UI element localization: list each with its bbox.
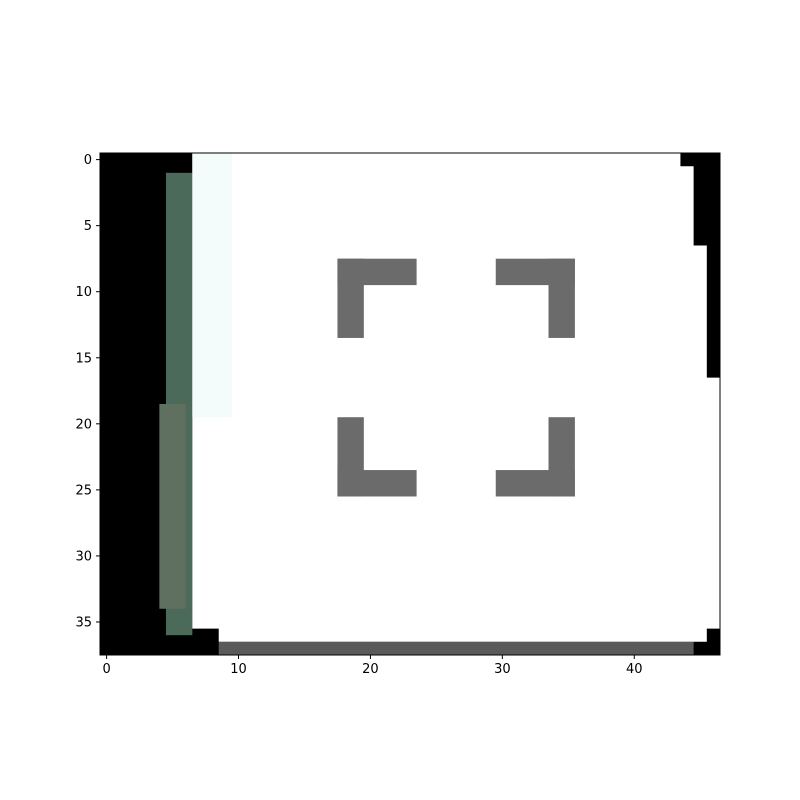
tile-left-edge-lower: [159, 404, 186, 609]
y-tick-label: 15: [75, 351, 92, 366]
y-tick-label: 35: [75, 615, 92, 630]
fullscreen-corner-bottom-left-h: [337, 470, 417, 497]
button-tile: [192, 153, 720, 642]
y-tick-label: 30: [75, 549, 92, 564]
fullscreen-corner-top-left-v: [337, 258, 364, 338]
fullscreen-icon: [337, 258, 575, 497]
x-tick-label: 40: [626, 662, 643, 677]
x-tick-label: 20: [362, 662, 379, 677]
y-axis: 0 5 10 15 20 25 30 35: [75, 153, 100, 630]
y-tick-label: 20: [75, 417, 92, 432]
image-plot-area: [100, 153, 720, 655]
y-tick-label: 5: [84, 219, 92, 234]
y-tick-label: 25: [75, 483, 92, 498]
x-tick-label: 0: [102, 662, 110, 677]
y-tick-label: 0: [84, 153, 92, 168]
fullscreen-corner-bottom-right-h: [495, 470, 575, 497]
x-tick-label: 30: [494, 662, 511, 677]
tile-bottom-edge: [218, 641, 694, 655]
fullscreen-corner-top-right-v: [548, 258, 575, 338]
axes-frame: [99, 152, 721, 656]
x-tick-label: 10: [230, 662, 247, 677]
y-tick-label: 10: [75, 285, 92, 300]
tile-tint: [192, 153, 232, 418]
x-axis: 0 10 20 30 40: [102, 655, 643, 677]
